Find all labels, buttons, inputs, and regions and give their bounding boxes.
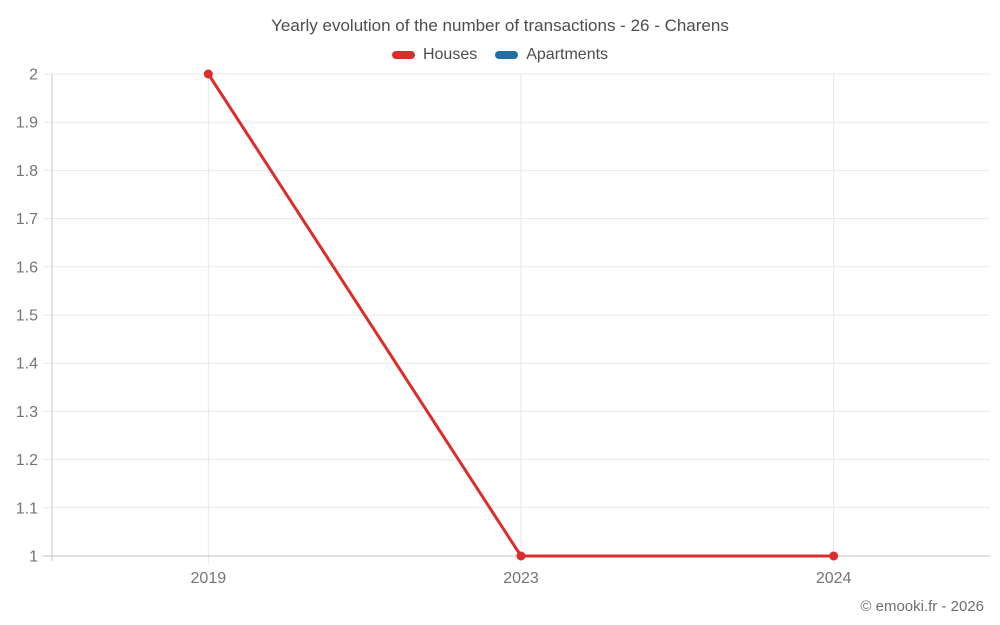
svg-text:1.3: 1.3 — [16, 404, 38, 421]
apartments-series-swatch-icon — [495, 51, 519, 59]
watermark: © emooki.fr - 2026 — [860, 598, 984, 615]
svg-text:2019: 2019 — [191, 570, 227, 587]
chart-title: Yearly evolution of the number of transa… — [271, 16, 729, 35]
houses-series-swatch-icon — [391, 51, 415, 59]
svg-text:1.2: 1.2 — [16, 452, 38, 469]
svg-text:1.4: 1.4 — [16, 356, 38, 373]
legend-label-apartments: Apartments — [526, 46, 609, 63]
svg-text:1: 1 — [29, 549, 38, 566]
svg-text:1.7: 1.7 — [16, 211, 38, 228]
svg-text:1.8: 1.8 — [16, 163, 38, 180]
legend-label-houses: Houses — [422, 46, 478, 63]
svg-text:2023: 2023 — [503, 570, 539, 587]
svg-text:1.1: 1.1 — [16, 500, 38, 517]
svg-text:1.5: 1.5 — [16, 308, 38, 325]
svg-text:1.9: 1.9 — [16, 115, 38, 132]
svg-text:1.6: 1.6 — [16, 259, 38, 276]
legend-item-apartments[interactable]: Apartments — [495, 46, 608, 64]
legend-item-houses[interactable]: Houses — [391, 46, 478, 64]
legend: Houses Apartments — [0, 46, 1000, 64]
svg-text:2: 2 — [29, 67, 38, 84]
svg-text:2024: 2024 — [816, 570, 852, 587]
